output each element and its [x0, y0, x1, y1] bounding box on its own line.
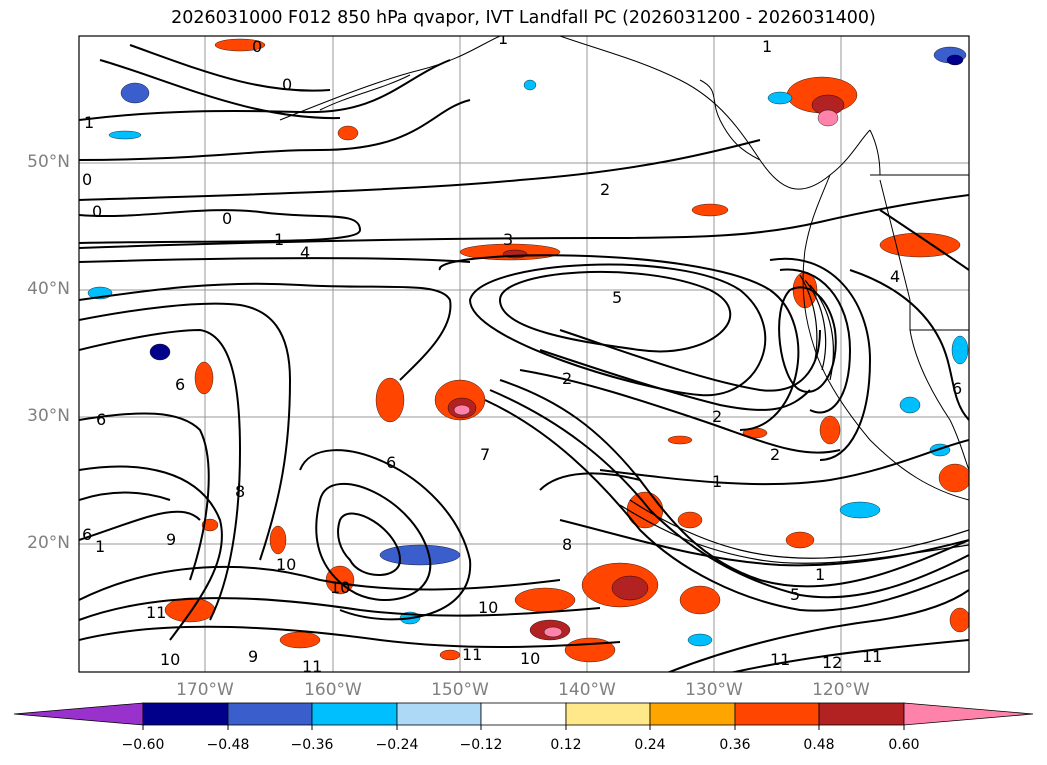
- contour-label: 8: [562, 535, 572, 554]
- contour-label: 11: [302, 657, 322, 676]
- colorbar-bin: [649, 702, 736, 726]
- contour-label: 0: [222, 209, 232, 228]
- lon-label-120w: 120°W: [812, 680, 870, 700]
- lat-label-20n: 20°N: [27, 533, 70, 553]
- colorbar-tick-label: −0.60: [121, 737, 165, 753]
- colorbar-bin: [734, 702, 820, 726]
- contour-label: 3: [503, 230, 513, 249]
- contour-label: 4: [300, 243, 310, 262]
- contour-label: 6: [82, 525, 92, 544]
- contour-label-group: 0 0 0 0 0 1 1 1 1 1 1 2 2 2 2 3 4 5 6 6 …: [82, 29, 962, 676]
- ivt-contours: [79, 44, 969, 672]
- contour-label: 11: [770, 650, 790, 669]
- lon-label-160w: 160°W: [304, 680, 362, 700]
- colorbar-tick-label: 0.48: [803, 737, 835, 753]
- lon-label-140w: 140°W: [558, 680, 616, 700]
- contour-label: 11: [462, 645, 482, 664]
- qvapor-shading: [87, 38, 969, 663]
- map-frame: [78, 35, 970, 673]
- contour-label: 6: [96, 410, 106, 429]
- figure-title: 2026031000 F012 850 hPa qvapor, IVT Land…: [171, 8, 876, 28]
- colorbar-tick-label: −0.36: [290, 737, 334, 753]
- colorbar-bin: [480, 702, 567, 726]
- contour-label: 6: [952, 379, 962, 398]
- contour-label: 1: [84, 113, 94, 132]
- contour-label: 10: [276, 555, 296, 574]
- contour-label: 10: [478, 598, 498, 617]
- lat-label-30n: 30°N: [27, 406, 70, 426]
- contour-label: 2: [600, 180, 610, 199]
- colorbar-tick-label: 0.36: [719, 737, 751, 753]
- graticule: [79, 36, 969, 672]
- lat-label-50n: 50°N: [27, 152, 70, 172]
- colorbar-bin: [565, 702, 651, 726]
- contour-label: 10: [160, 650, 180, 669]
- lon-label-130w: 130°W: [685, 680, 743, 700]
- contour-label: 6: [175, 375, 185, 394]
- contour-label: 11: [862, 647, 882, 666]
- lat-label-40n: 40°N: [27, 279, 70, 299]
- contour-label: 9: [166, 530, 176, 549]
- contour-label: 2: [712, 407, 722, 426]
- colorbar-tick-label: −0.24: [375, 737, 419, 753]
- colorbar: [13, 702, 1034, 730]
- colorbar-ticks: [142, 725, 905, 730]
- contour-label: 1: [498, 29, 508, 48]
- colorbar-bin: [818, 702, 905, 726]
- contour-label: 6: [386, 453, 396, 472]
- lon-label-150w: 150°W: [431, 680, 489, 700]
- contour-label: 4: [890, 267, 900, 286]
- contour-label: 5: [612, 288, 622, 307]
- coastline: [279, 36, 969, 501]
- ivt-contours-thin: [619, 274, 969, 564]
- colorbar-tick-label: 0.12: [550, 737, 582, 753]
- contour-label: 1: [95, 537, 105, 556]
- contour-label: 9: [248, 647, 258, 666]
- colorbar-tick-label: −0.12: [459, 737, 503, 753]
- contour-label: 1: [712, 472, 722, 491]
- contour-label: 0: [92, 202, 102, 221]
- contour-label: 2: [562, 369, 572, 388]
- colorbar-bin: [311, 702, 398, 726]
- contour-label: 1: [762, 37, 772, 56]
- contour-label: 10: [330, 578, 350, 597]
- contour-label: 1: [815, 565, 825, 584]
- contour-label: 2: [770, 445, 780, 464]
- contour-label: 0: [82, 170, 92, 189]
- contour-label: 12: [822, 653, 842, 672]
- contour-label: 7: [480, 445, 490, 464]
- contour-label: 0: [252, 37, 262, 56]
- contour-label: 1: [274, 230, 284, 249]
- lon-label-170w: 170°W: [176, 680, 234, 700]
- colorbar-tick-label: 0.60: [888, 737, 920, 753]
- contour-label: 0: [282, 75, 292, 94]
- contour-label: 5: [790, 585, 800, 604]
- colorbar-extend-low: [13, 702, 144, 726]
- colorbar-bin: [227, 702, 313, 726]
- colorbar-extend-high: [903, 702, 1034, 726]
- colorbar-tick-label: −0.48: [206, 737, 250, 753]
- colorbar-bin: [396, 702, 482, 726]
- contour-label: 11: [146, 603, 166, 622]
- contour-label: 8: [235, 482, 245, 501]
- colorbar-bin: [142, 702, 229, 726]
- contour-label: 10: [520, 649, 540, 668]
- colorbar-tick-label: 0.24: [634, 737, 666, 753]
